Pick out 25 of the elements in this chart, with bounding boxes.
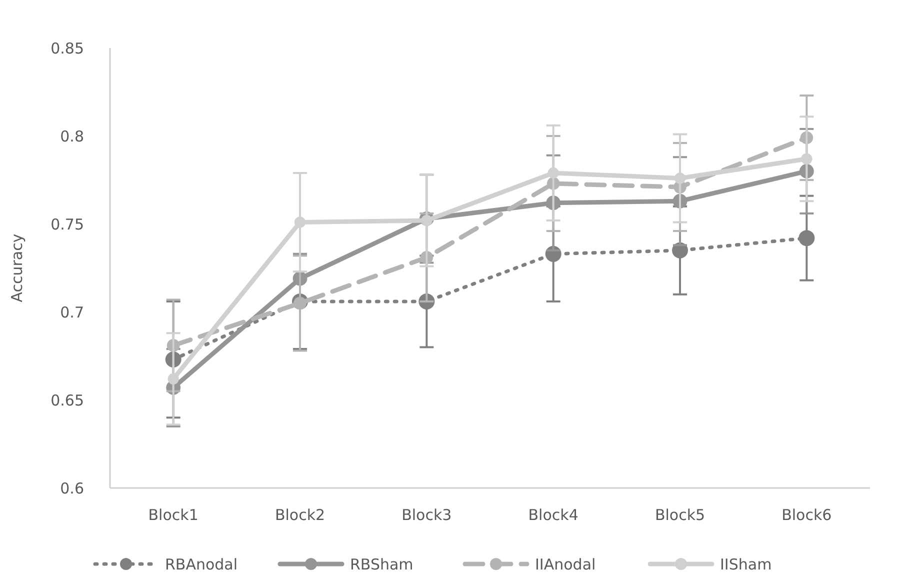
y-tick-label: 0.8 xyxy=(60,127,84,146)
x-tick-label: Block2 xyxy=(274,506,326,524)
y-tick-label: 0.65 xyxy=(50,391,84,410)
x-tick-label: Block5 xyxy=(654,506,706,524)
point xyxy=(674,172,686,184)
y-tick-label: 0.7 xyxy=(60,303,84,322)
point xyxy=(548,167,559,179)
y-axis-title: Accuracy xyxy=(8,234,26,302)
point xyxy=(421,214,432,226)
point xyxy=(168,373,179,384)
legend-label: IIAnodal xyxy=(535,555,596,574)
point xyxy=(294,216,306,228)
x-tick-label: Block6 xyxy=(782,506,832,524)
y-tick-label: 0.6 xyxy=(60,479,84,498)
y-tick-label: 0.75 xyxy=(50,215,84,234)
point xyxy=(801,153,812,164)
legend-label: RBAnodal xyxy=(165,555,238,574)
legend-label: IISham xyxy=(720,555,772,574)
x-tick-label: Block4 xyxy=(528,506,578,524)
legend-label: RBSham xyxy=(350,555,414,574)
point xyxy=(294,296,306,310)
x-tick-label: Block1 xyxy=(148,506,198,524)
point xyxy=(798,230,815,246)
x-tick-label: Block3 xyxy=(402,506,452,524)
y-tick-label: 0.85 xyxy=(50,39,84,58)
